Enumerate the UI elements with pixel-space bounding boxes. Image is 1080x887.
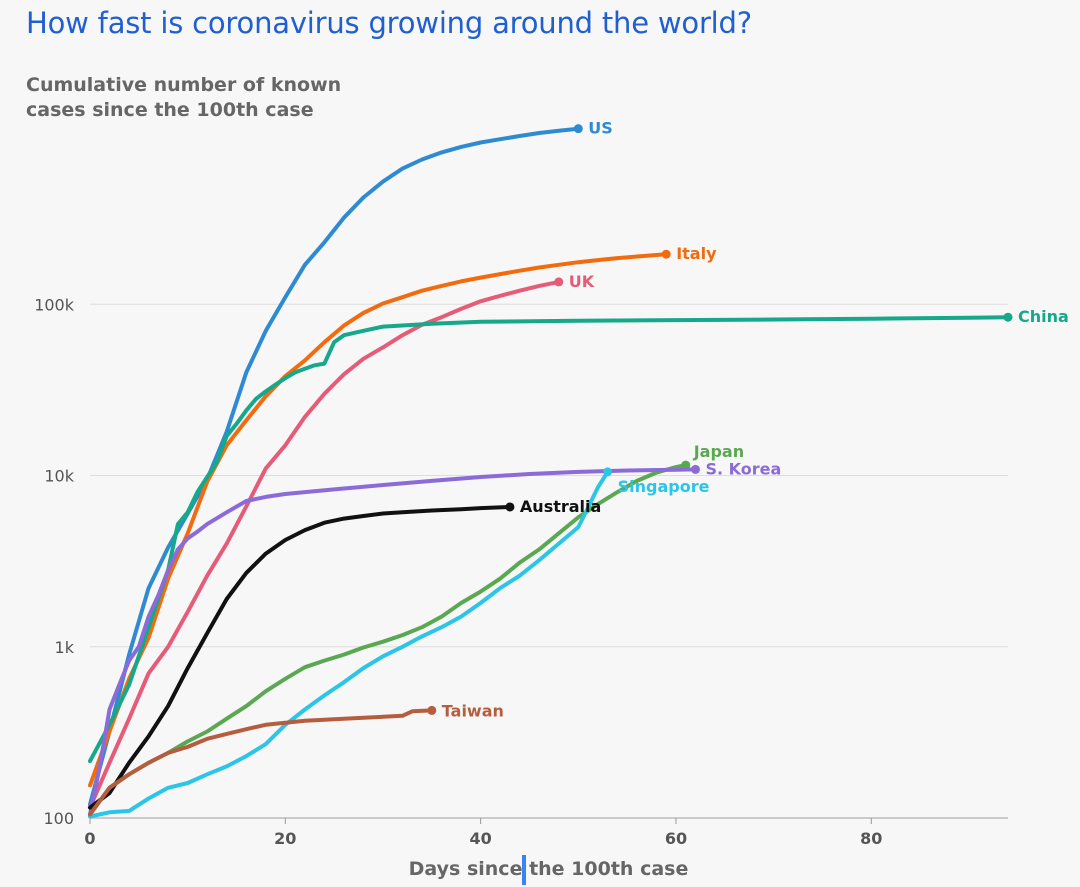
series-line-singapore — [88, 469, 610, 819]
series-line-s-korea — [88, 467, 698, 817]
y-tick-label: 10k — [44, 467, 74, 486]
endpoint-japan — [681, 460, 691, 470]
x-tick-label: 60 — [665, 829, 687, 848]
x-axis-label: Days since the 100th case — [408, 858, 689, 880]
series-line-italy — [88, 252, 669, 788]
x-tick-label: 80 — [860, 829, 882, 848]
series-line-uk — [88, 279, 561, 810]
series-label-taiwan: Taiwan — [442, 701, 504, 720]
y-tick-label: 100k — [34, 295, 75, 314]
text-cursor — [522, 855, 526, 885]
gridlines — [90, 303, 1008, 819]
series-line-japan — [88, 463, 688, 817]
series-line-china — [88, 315, 1010, 764]
y-tick-label: 1k — [55, 638, 75, 657]
series-line-taiwan — [88, 708, 434, 817]
series-label-china: China — [1018, 307, 1069, 326]
series-label-japan: Japan — [693, 442, 744, 461]
chart-title: How fast is coronavirus growing around t… — [26, 6, 752, 40]
chart-subtitle: Cumulative number of known cases since t… — [26, 74, 342, 121]
series-lines — [88, 124, 1013, 819]
series-line-australia — [88, 505, 512, 810]
endpoint-uk — [554, 277, 564, 287]
series-line-us — [88, 126, 581, 807]
series-label-australia: Australia — [520, 497, 601, 516]
series-label-s-korea: S. Korea — [705, 459, 781, 478]
endpoint-taiwan — [427, 705, 437, 715]
series-label-us: US — [588, 119, 613, 138]
endpoint-china — [1003, 312, 1013, 322]
endpoint-us — [573, 124, 583, 134]
x-tick-label: 0 — [84, 829, 95, 848]
series-label-italy: Italy — [676, 244, 717, 263]
endpoint-s-korea — [690, 464, 700, 474]
y-tick-label: 100 — [43, 809, 74, 828]
endpoint-italy — [661, 249, 671, 259]
x-tick-label: 40 — [470, 829, 492, 848]
x-tick-label: 20 — [274, 829, 296, 848]
x-axis-ticks: 0 20 40 60 80 — [84, 818, 882, 848]
endpoint-australia — [505, 502, 515, 512]
y-axis-ticks: 100 1k 10k 100k — [34, 295, 75, 828]
series-label-singapore: Singapore — [618, 477, 710, 496]
endpoint-singapore — [603, 467, 613, 477]
series-label-uk: UK — [569, 272, 595, 291]
